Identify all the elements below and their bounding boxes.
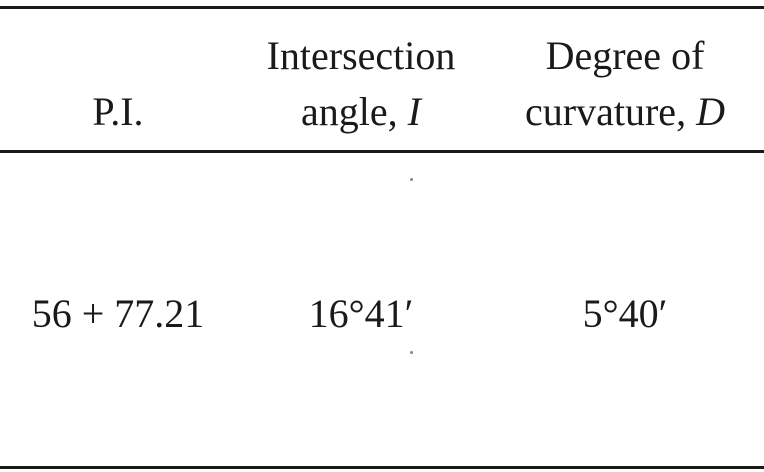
table-top-rule [0,6,764,9]
header-intersection-angle-line2-text: angle, [301,89,408,134]
header-pi-label: P.I. [92,89,144,134]
header-degree-of-curvature-line2-text: curvature, [525,89,697,134]
table-header-rule [0,150,764,153]
scan-speck [410,351,413,354]
header-degree-of-curvature: Degree of curvature, D [486,28,764,140]
table-cell-pi: 56 + 77.21 [0,286,236,342]
cell-degree-of-curvature-value: 5°40′ [582,291,668,336]
cell-pi-value: 56 + 77.21 [31,291,205,336]
header-intersection-angle-symbol: I [407,89,421,134]
header-intersection-angle-line2: angle, I [236,84,486,140]
header-degree-of-curvature-symbol: D [696,89,725,134]
header-degree-of-curvature-line1: Degree of [545,33,705,78]
scan-speck [410,178,413,181]
header-intersection-angle-line1: Intersection [266,33,456,78]
header-degree-of-curvature-line2: curvature, D [486,84,764,140]
header-intersection-angle: Intersection angle, I [236,28,486,140]
table-cell-degree-of-curvature: 5°40′ [486,286,764,342]
cell-intersection-angle-value: 16°41′ [308,291,414,336]
table-cell-intersection-angle: 16°41′ [236,286,486,342]
header-pi: P.I. [0,84,236,140]
table-bottom-rule [0,466,764,469]
